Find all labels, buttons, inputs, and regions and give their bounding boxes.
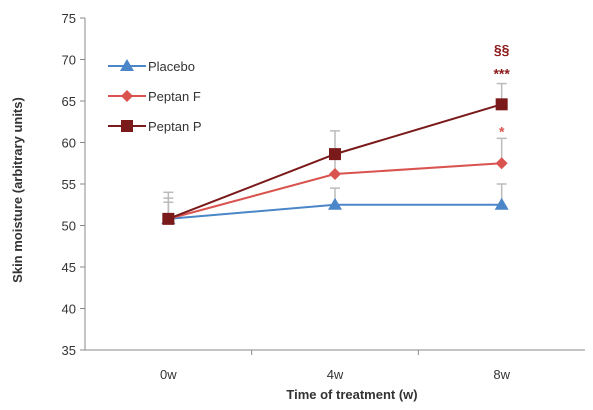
legend-item-peptan-f: Peptan F bbox=[108, 89, 201, 104]
x-tick-label: 8w bbox=[493, 367, 510, 382]
legend: Placebo Peptan F Peptan P bbox=[108, 59, 202, 134]
data-point bbox=[329, 148, 341, 161]
legend-label: Peptan F bbox=[148, 89, 201, 104]
legend-marker bbox=[120, 59, 134, 71]
data-point bbox=[495, 157, 508, 170]
data-point bbox=[162, 212, 175, 225]
y-axis-title: Skin moisture (arbitrary units) bbox=[10, 97, 25, 283]
y-tick-label: 75 bbox=[62, 11, 76, 26]
y-tick-label: 50 bbox=[62, 219, 76, 234]
legend-marker bbox=[121, 90, 133, 102]
significance-marker: * bbox=[499, 124, 505, 140]
y-tick-label: 70 bbox=[62, 53, 76, 68]
series-peptan-p bbox=[162, 82, 508, 225]
y-tick-label: 55 bbox=[62, 177, 76, 192]
y-axis-ticks: 35 40 45 50 55 60 65 70 75 bbox=[62, 11, 85, 358]
data-point bbox=[328, 197, 342, 210]
x-tick-label: 4w bbox=[327, 367, 344, 382]
data-point bbox=[495, 98, 508, 111]
legend-marker bbox=[121, 120, 133, 132]
x-axis-ticks: 0w 4w 8w bbox=[160, 350, 511, 382]
series-layer bbox=[161, 82, 509, 225]
legend-item-placebo: Placebo bbox=[108, 59, 195, 74]
significance-marker: *** bbox=[493, 66, 510, 82]
data-point bbox=[329, 168, 341, 181]
series-placebo bbox=[161, 183, 509, 224]
x-axis-title: Time of treatment (w) bbox=[286, 387, 417, 402]
y-tick-label: 60 bbox=[62, 136, 76, 151]
y-tick-label: 65 bbox=[62, 94, 76, 109]
x-tick-label: 0w bbox=[160, 367, 177, 382]
y-tick-label: 45 bbox=[62, 260, 76, 275]
legend-label: Peptan P bbox=[148, 119, 202, 134]
significance-marker: §§ bbox=[494, 42, 510, 58]
annotations: §§**** bbox=[493, 42, 510, 140]
y-tick-label: 35 bbox=[62, 343, 76, 358]
legend-label: Placebo bbox=[148, 59, 195, 74]
y-tick-label: 40 bbox=[62, 302, 76, 317]
legend-item-peptan-p: Peptan P bbox=[108, 119, 202, 134]
data-point bbox=[494, 197, 509, 210]
